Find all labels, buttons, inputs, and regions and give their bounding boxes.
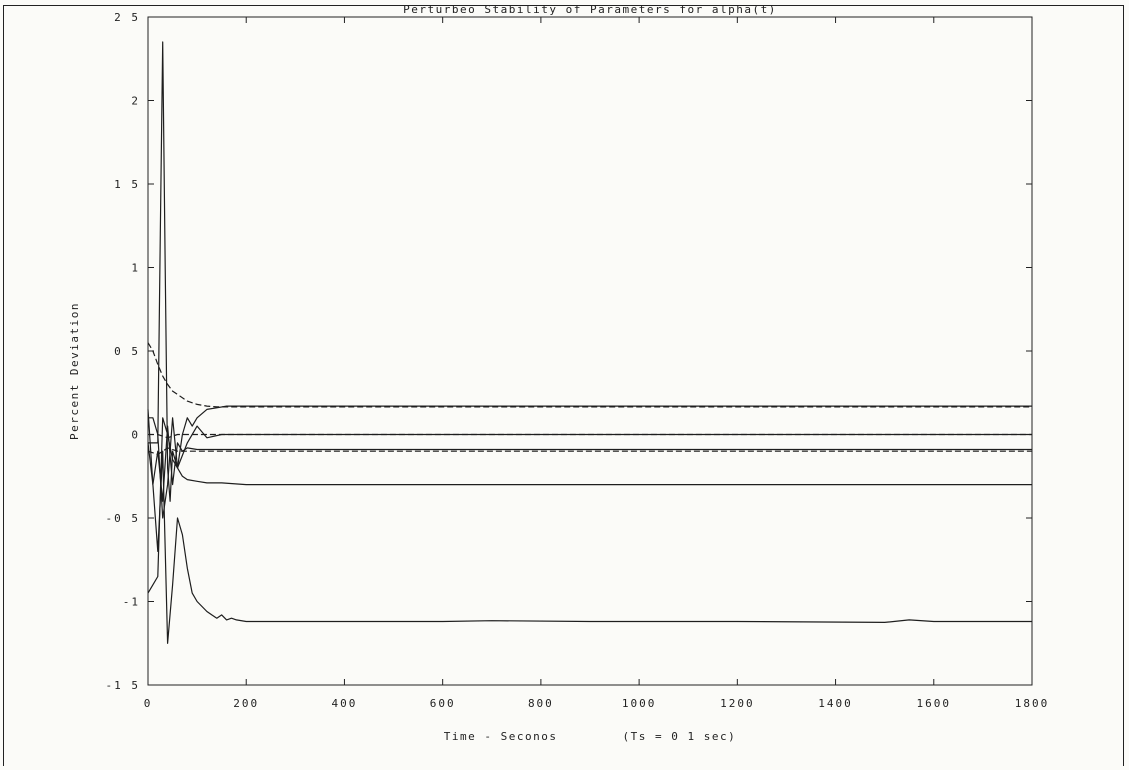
x-tick-label: 1400 [818, 697, 853, 710]
y-tick-label: -1 [123, 596, 140, 609]
y-tick-label: 2 [131, 95, 140, 108]
y-tick-label: 0 5 [114, 345, 140, 358]
x-tick-label: 1600 [917, 697, 952, 710]
x-tick-label: 200 [233, 697, 259, 710]
y-tick-label: -0 5 [106, 512, 141, 525]
x-tick-label: 1800 [1015, 697, 1050, 710]
y-tick-label: 2 5 [114, 11, 140, 24]
series-group [148, 42, 1032, 643]
series-line-2 [148, 343, 1032, 407]
x-tick-label: 1200 [720, 697, 755, 710]
x-tick-label: 1000 [622, 697, 657, 710]
series-line-8 [148, 448, 1032, 455]
x-tick-label: 400 [332, 697, 358, 710]
y-axis-ticks: -1 5 -1 -0 5 0 0 5 1 1 5 2 2 5 [106, 11, 1033, 692]
plot-area-border [148, 17, 1032, 685]
y-tick-label: 1 5 [114, 178, 140, 191]
y-tick-label: 1 [131, 262, 140, 275]
y-tick-label: 0 [131, 429, 140, 442]
series-line-3 [148, 409, 1032, 643]
series-line-7 [148, 426, 1032, 501]
x-axis-ticks: 0 200 400 600 800 1000 1200 1400 1600 1800 [144, 17, 1050, 710]
x-tick-label: 0 [144, 697, 153, 710]
x-tick-label: 600 [430, 697, 456, 710]
chart-title: Perturbeo Stability of Parameters for al… [403, 3, 777, 16]
series-line-5 [148, 418, 1032, 518]
series-line-1 [148, 42, 1032, 501]
x-axis-label: Time - Seconos (Ts = 0 1 sec) [444, 730, 736, 743]
y-axis-label: Percent Deviation [68, 302, 81, 440]
series-line-4 [148, 418, 1032, 593]
x-tick-label: 800 [528, 697, 554, 710]
y-tick-label: -1 5 [106, 679, 141, 692]
